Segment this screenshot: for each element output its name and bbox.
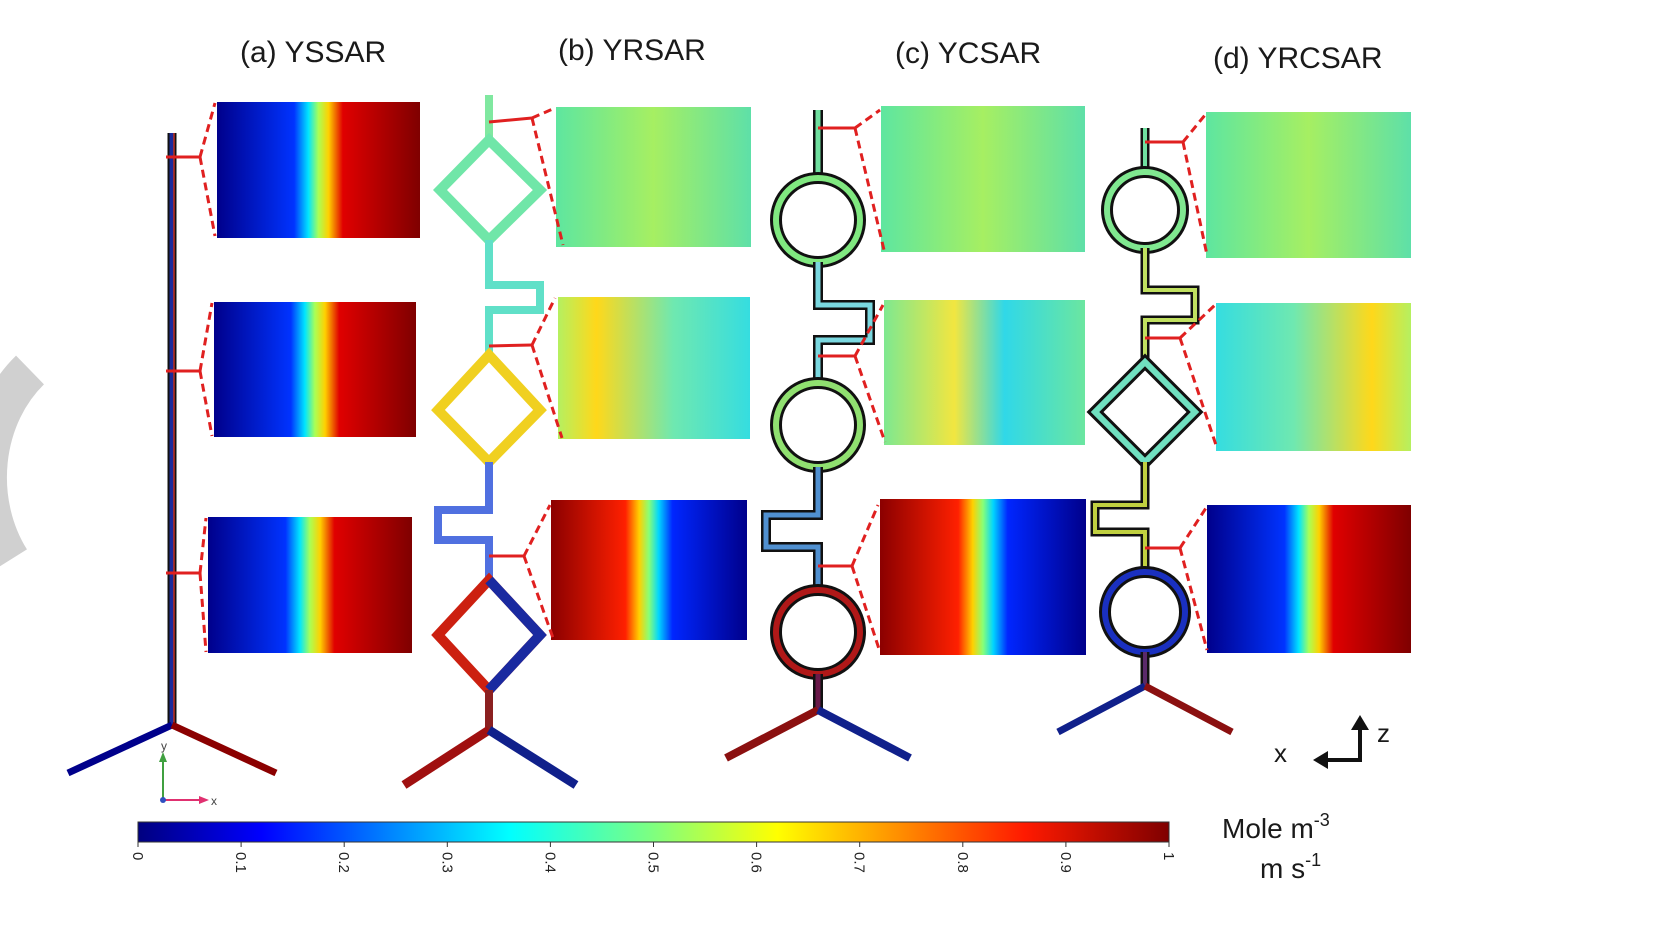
colorbar-ticks: 0 0.1 0.2 0.3 0.4 0.5 0.6 0.7 0.8 0.9 1 — [129, 842, 1177, 873]
panel-d-channel — [1056, 128, 1234, 736]
colorbar-tick-label: 0.6 — [748, 852, 765, 873]
panel-c-connectors — [818, 108, 887, 653]
panel-a-title: (a) YSSAR — [240, 36, 386, 69]
small-axis-y-label: y — [161, 739, 167, 753]
panel-c-cross-sections — [880, 106, 1086, 655]
panel-d-section-3 — [1207, 505, 1411, 653]
panel-c-channel — [724, 110, 912, 762]
colorbar-tick-label: 0.9 — [1057, 852, 1074, 873]
panel-b-section-3 — [551, 500, 747, 640]
panel-b-section-2 — [558, 297, 750, 439]
panel-c-title: (c) YCSAR — [895, 37, 1041, 70]
small-axes: y x — [159, 739, 217, 808]
colorbar-tick-label: 0 — [129, 852, 146, 860]
panel-b-section-1 — [556, 107, 751, 247]
colorbar-tick-label: 0.1 — [232, 852, 249, 873]
xz-axes: x z — [1274, 715, 1390, 769]
colorbar-tick-label: 0.2 — [335, 852, 352, 873]
panel-d-connectors — [1145, 114, 1219, 651]
panel-a-section-3 — [208, 517, 412, 653]
colorbar-tick-label: 0.7 — [851, 852, 868, 873]
panel-c-section-3 — [880, 499, 1086, 655]
axis-z-label: z — [1377, 718, 1390, 748]
colorbar-unit-line1: Mole m-3 — [1222, 810, 1330, 844]
panel-b-cross-sections — [551, 107, 751, 640]
panel-d-cross-sections — [1206, 112, 1411, 653]
panel-a-section-2 — [214, 302, 416, 437]
panel-c-section-1 — [881, 106, 1085, 252]
panel-a-channel — [66, 133, 278, 777]
colorbar-tick-label: 0.8 — [954, 852, 971, 873]
colorbar-tick-label: 0.3 — [438, 852, 455, 873]
panel-a-connectors — [166, 102, 217, 653]
panel-c-section-2 — [884, 300, 1085, 445]
panel-b-title: (b) YRSAR — [558, 34, 706, 67]
panel-d-section-1 — [1206, 112, 1411, 258]
colorbar-unit-line2: m s-1 — [1260, 850, 1321, 884]
colorbar-tick-label: 1 — [1160, 852, 1177, 860]
small-axis-x-label: x — [211, 794, 217, 808]
panel-b-connectors — [488, 106, 565, 639]
panel-d-title: (d) YRCSAR — [1213, 42, 1382, 75]
panel-a-cross-sections — [208, 102, 420, 653]
colorbar-gradient — [137, 821, 1170, 843]
colorbar: 0 0.1 0.2 0.3 0.4 0.5 0.6 0.7 0.8 0.9 1 Mole m-3 m… — [129, 810, 1330, 884]
panel-b-channel — [401, 95, 579, 789]
watermark-arc — [0, 355, 45, 567]
panel-a-section-1 — [217, 102, 420, 238]
colorbar-tick-label: 0.4 — [541, 852, 558, 873]
panel-d-section-2 — [1216, 303, 1411, 451]
axis-x-label: x — [1274, 738, 1287, 768]
colorbar-tick-label: 0.5 — [645, 852, 662, 873]
